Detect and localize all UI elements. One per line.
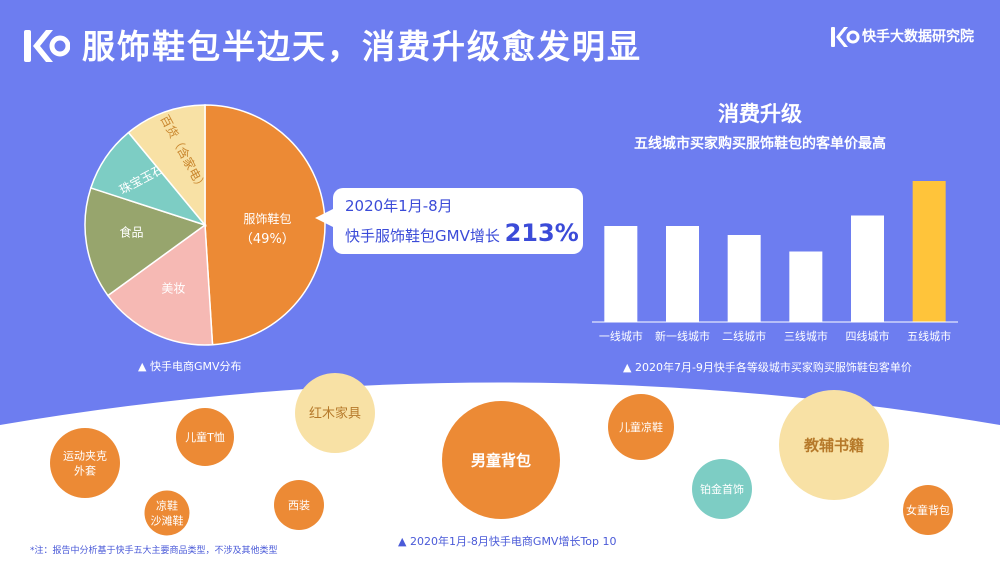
bar-category-label-2: 二线城市 [722, 329, 766, 343]
bubble-label-3-0: 红木家具 [309, 406, 361, 422]
bubble-3 [295, 373, 375, 453]
bubble-0 [50, 428, 120, 498]
brand-logo-icon [831, 27, 860, 47]
kuaishou-logo-icon [24, 30, 70, 62]
bubble-label-6-0: 儿童凉鞋 [619, 420, 663, 434]
bar-0 [604, 226, 638, 322]
bar-2 [727, 235, 761, 322]
bar-category-label-4: 四线城市 [846, 329, 890, 343]
pie-label-2: 食品 [120, 225, 144, 240]
bar-category-label-5: 五线城市 [907, 329, 951, 343]
pie-slice-1 [106, 223, 214, 346]
bubble-label-1-0: 儿童T恤 [185, 430, 225, 444]
bubble-label-0-1: 外套 [74, 464, 96, 477]
bubble-label-2-0: 凉鞋 [156, 498, 178, 512]
bar-caption: ▲ 2020年7月-9月快手各等级城市买家购买服饰鞋包客单价 [623, 361, 912, 374]
bubble-7 [692, 459, 752, 519]
bubble-6 [608, 394, 674, 460]
pie-label-0: 服饰鞋包 [243, 211, 291, 226]
bubble-label-7-0: 铂金首饰 [700, 482, 744, 496]
callout-pointer [315, 208, 335, 228]
bubble-caption: ▲ 2020年1月-8月快手电商GMV增长Top 10 [398, 535, 617, 548]
bar-chart-title: 消费升级 [718, 102, 802, 126]
bubble-label-2-1: 沙滩鞋 [151, 513, 184, 527]
bar-category-label-0: 一线城市 [599, 329, 643, 343]
callout-growth-value: 213% [504, 219, 579, 247]
bubble-label-4-0: 西装 [288, 499, 310, 512]
bar-chart-subtitle: 五线城市买家购买服饰鞋包的客单价最高 [634, 136, 886, 152]
bar-3 [789, 251, 823, 322]
bar-chart: 一线城市 新一线城市 二线城市 三线城市 四线城市 五线城市 [592, 181, 958, 343]
bubble-2 [144, 490, 190, 536]
bubble-4 [274, 480, 324, 530]
bubble-1 [176, 408, 234, 466]
bubble-label-0-0: 运动夹克 [63, 449, 107, 462]
pie-caption: ▲ 快手电商GMV分布 [138, 360, 242, 373]
bar-category-label-3: 三线城市 [784, 329, 828, 343]
bubble-9 [903, 485, 953, 535]
bubble-label-5-0: 男童背包 [471, 451, 531, 469]
bubble-5 [442, 401, 560, 519]
callout-growth-label: 快手服饰鞋包GMV增长 [345, 227, 500, 245]
bar-category-label-1: 新一线城市 [655, 329, 710, 343]
callout-growth: 快手服饰鞋包GMV增长 213% [345, 219, 579, 247]
bar-4 [851, 215, 884, 322]
bar-1 [666, 226, 699, 322]
pie-slice-2 [84, 186, 207, 297]
pie-slice-4 [127, 104, 206, 228]
pie-label-1: 美妆 [161, 281, 185, 295]
bubble-8 [779, 390, 889, 500]
bar-5 [912, 181, 946, 322]
page-title: 服饰鞋包半边天，消费升级愈发明显 [82, 27, 642, 66]
brand-name: 快手大数据研究院 [862, 29, 974, 45]
bubble-label-9-0: 女童背包 [906, 503, 950, 517]
callout-period: 2020年1月-8月 [345, 197, 453, 215]
growth-callout [333, 188, 583, 254]
pie-value-label-0: （49%） [240, 232, 295, 247]
bubble-label-8-0: 教辅书籍 [803, 436, 864, 454]
footnote: *注：报告中分析基于快手五大主要商品类型，不涉及其他类型 [30, 546, 278, 556]
